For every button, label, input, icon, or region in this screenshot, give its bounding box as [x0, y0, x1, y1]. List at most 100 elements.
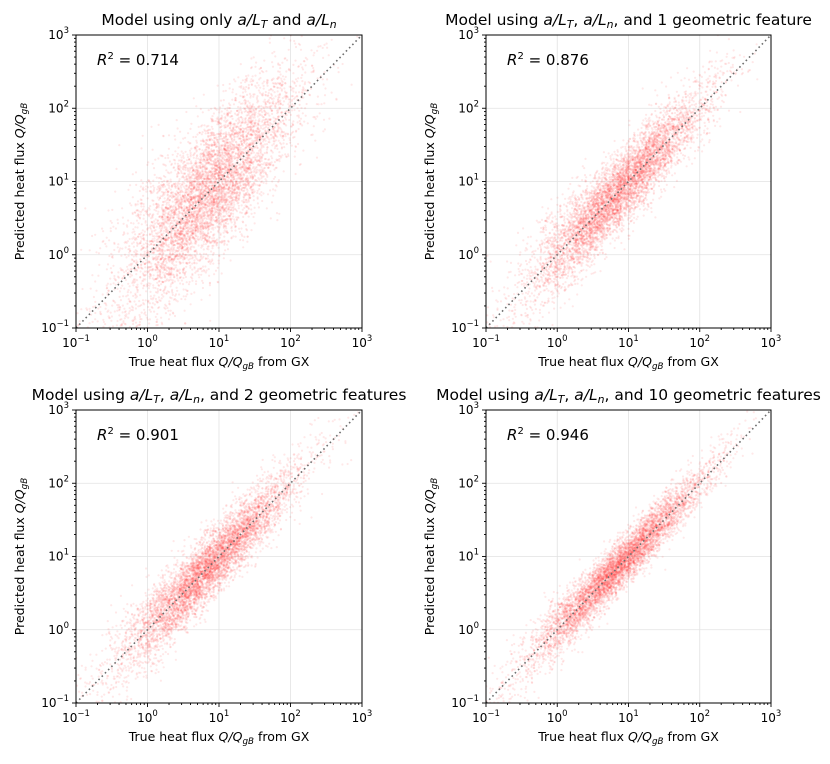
scatter-point: [175, 274, 178, 277]
scatter-point: [192, 202, 195, 205]
scatter-point: [188, 209, 191, 212]
scatter-point: [207, 131, 210, 134]
scatter-point: [157, 190, 160, 193]
scatter-point: [281, 103, 284, 106]
scatter-point: [206, 222, 209, 225]
scatter-point: [248, 112, 251, 115]
scatter-point: [161, 195, 164, 198]
scatter-point: [207, 128, 210, 131]
scatter-point: [268, 114, 271, 117]
scatter-point: [155, 320, 158, 323]
scatter-point: [258, 109, 261, 112]
scatter-point: [123, 287, 126, 290]
scatter-point: [283, 146, 286, 149]
scatter-point: [285, 91, 288, 94]
scatter-point: [176, 300, 179, 303]
scatter-point: [211, 149, 214, 152]
scatter-point: [227, 111, 230, 114]
scatter-point: [235, 169, 238, 172]
scatter-point: [196, 219, 199, 222]
scatter-point: [254, 65, 257, 68]
scatter-point: [257, 100, 260, 103]
scatter-point: [167, 134, 171, 137]
scatter-point: [173, 134, 176, 137]
scatter-point: [323, 43, 326, 47]
scatter-point: [187, 170, 190, 173]
scatter-point: [210, 180, 213, 183]
scatter-point: [210, 209, 213, 212]
scatter-point: [193, 153, 196, 156]
scatter-point: [217, 142, 220, 145]
scatter-point: [209, 175, 212, 178]
scatter-point: [274, 175, 277, 179]
scatter-point: [220, 205, 223, 208]
scatter-point: [107, 309, 110, 312]
scatter-point: [171, 262, 174, 265]
scatter-point: [187, 179, 191, 183]
scatter-point: [126, 265, 129, 268]
scatter-point: [227, 146, 230, 149]
scatter-point: [181, 221, 184, 225]
scatter-point: [184, 295, 188, 298]
scatter-point: [257, 206, 260, 209]
scatter-point: [174, 234, 177, 237]
scatter-point: [206, 186, 209, 189]
scatter-point: [177, 214, 180, 217]
scatter-point: [184, 196, 187, 199]
scatter-point: [277, 98, 280, 101]
scatter-point: [137, 235, 140, 238]
scatter-point: [195, 207, 198, 210]
scatter-point: [143, 250, 146, 253]
scatter-point: [249, 164, 252, 167]
scatter-point: [218, 183, 221, 186]
scatter-point: [202, 191, 205, 194]
scatter-point: [146, 243, 149, 246]
scatter-point: [185, 191, 188, 194]
scatter-point: [299, 163, 302, 166]
scatter-point: [210, 207, 214, 210]
scatter-point: [139, 304, 142, 307]
scatter-point: [287, 98, 290, 101]
scatter-point: [178, 260, 181, 263]
scatter-point: [189, 190, 192, 193]
scatter-point: [130, 305, 133, 308]
scatter-point: [112, 264, 115, 267]
scatter-point: [316, 95, 319, 98]
scatter-point: [193, 217, 196, 220]
scatter-point: [202, 93, 205, 96]
scatter-point: [266, 193, 270, 196]
scatter-point: [258, 106, 261, 109]
scatter-point: [226, 219, 229, 222]
scatter-point: [135, 238, 138, 241]
scatter-point: [259, 113, 262, 116]
scatter-point: [139, 185, 142, 188]
scatter-point: [154, 297, 157, 301]
scatter-point: [186, 162, 189, 165]
scatter-point: [247, 83, 250, 87]
scatter-point: [205, 208, 208, 211]
scatter-point: [129, 291, 132, 294]
scatter-point: [118, 290, 121, 293]
scatter-point: [244, 130, 247, 133]
scatter-point: [216, 197, 219, 200]
scatter-point: [111, 256, 114, 259]
scatter-point: [247, 138, 250, 141]
scatter-point: [180, 170, 183, 173]
scatter-point: [154, 263, 157, 266]
scatter-point: [236, 146, 239, 149]
scatter-point: [146, 228, 149, 231]
scatter-point: [216, 241, 219, 244]
scatter-point: [91, 320, 94, 323]
scatter-point: [181, 212, 184, 215]
scatter-point: [293, 104, 296, 107]
scatter-point: [115, 167, 118, 170]
scatter-point: [246, 205, 249, 208]
scatter-point: [253, 106, 256, 109]
scatter-point: [262, 140, 265, 143]
scatter-point: [137, 267, 140, 270]
scatter-point: [205, 129, 208, 133]
scatter-point: [136, 324, 139, 327]
scatter-point: [221, 180, 224, 183]
scatter-point: [184, 254, 187, 257]
scatter-point: [272, 77, 275, 80]
